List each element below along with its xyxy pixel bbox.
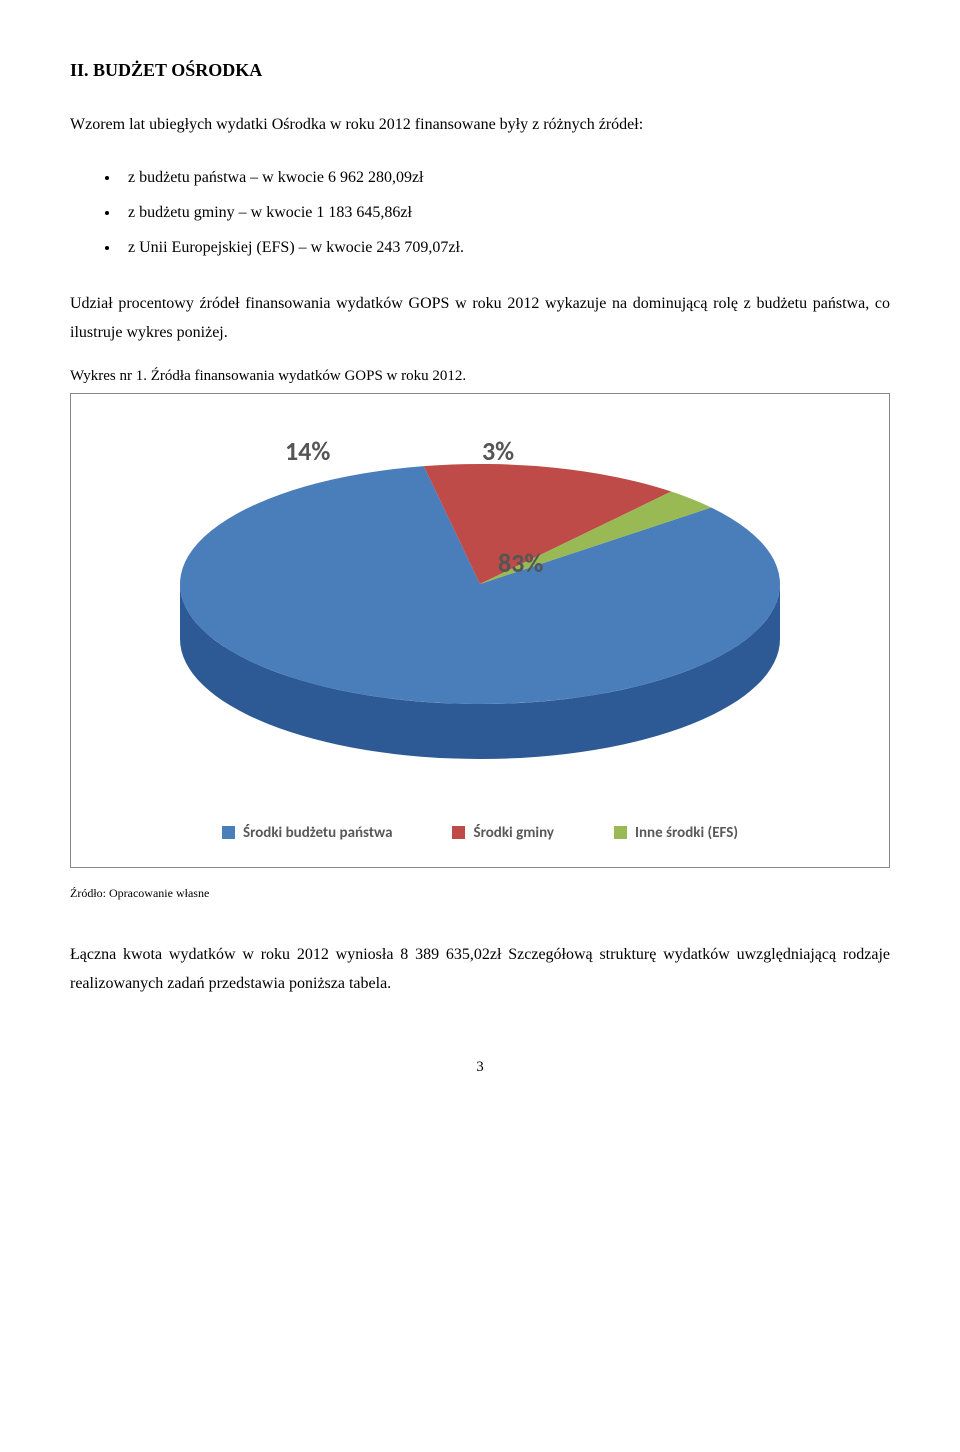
pie-chart-svg: 14% 3% 83% bbox=[110, 414, 850, 794]
legend-item: Inne środki (EFS) bbox=[614, 824, 738, 842]
chart-legend: Środki budżetu państwa Środki gminy Inne ś… bbox=[91, 824, 869, 842]
summary-paragraph: Łączna kwota wydatków w roku 2012 wynios… bbox=[70, 941, 890, 999]
chart-source: Źródło: Opracowanie własne bbox=[70, 886, 890, 901]
legend-swatch bbox=[222, 826, 235, 839]
share-paragraph: Udział procentowy źródeł finansowania wy… bbox=[70, 290, 890, 348]
svg-text:14%: 14% bbox=[285, 435, 330, 467]
legend-item: Środki gminy bbox=[452, 824, 554, 842]
legend-item: Środki budżetu państwa bbox=[222, 824, 393, 842]
list-item: z budżetu państwa – w kwocie 6 962 280,0… bbox=[120, 160, 890, 195]
legend-label: Środki budżetu państwa bbox=[243, 824, 393, 842]
chart-caption: Wykres nr 1. Źródła finansowania wydatkó… bbox=[70, 368, 890, 385]
svg-text:83%: 83% bbox=[498, 547, 543, 579]
sources-list: z budżetu państwa – w kwocie 6 962 280,0… bbox=[70, 160, 890, 266]
list-item: z budżetu gminy – w kwocie 1 183 645,86z… bbox=[120, 195, 890, 230]
section-heading: II. BUDŻET OŚRODKA bbox=[70, 60, 890, 81]
intro-paragraph: Wzorem lat ubiegłych wydatki Ośrodka w r… bbox=[70, 111, 890, 140]
legend-swatch bbox=[614, 826, 627, 839]
legend-label: Środki gminy bbox=[473, 824, 554, 842]
legend-swatch bbox=[452, 826, 465, 839]
svg-text:3%: 3% bbox=[482, 435, 514, 467]
pie-chart: 14% 3% 83% Środki budżetu państwa Środki gm… bbox=[70, 393, 890, 868]
page-number: 3 bbox=[70, 1059, 890, 1076]
list-item: z Unii Europejskiej (EFS) – w kwocie 243… bbox=[120, 230, 890, 265]
legend-label: Inne środki (EFS) bbox=[635, 824, 738, 842]
